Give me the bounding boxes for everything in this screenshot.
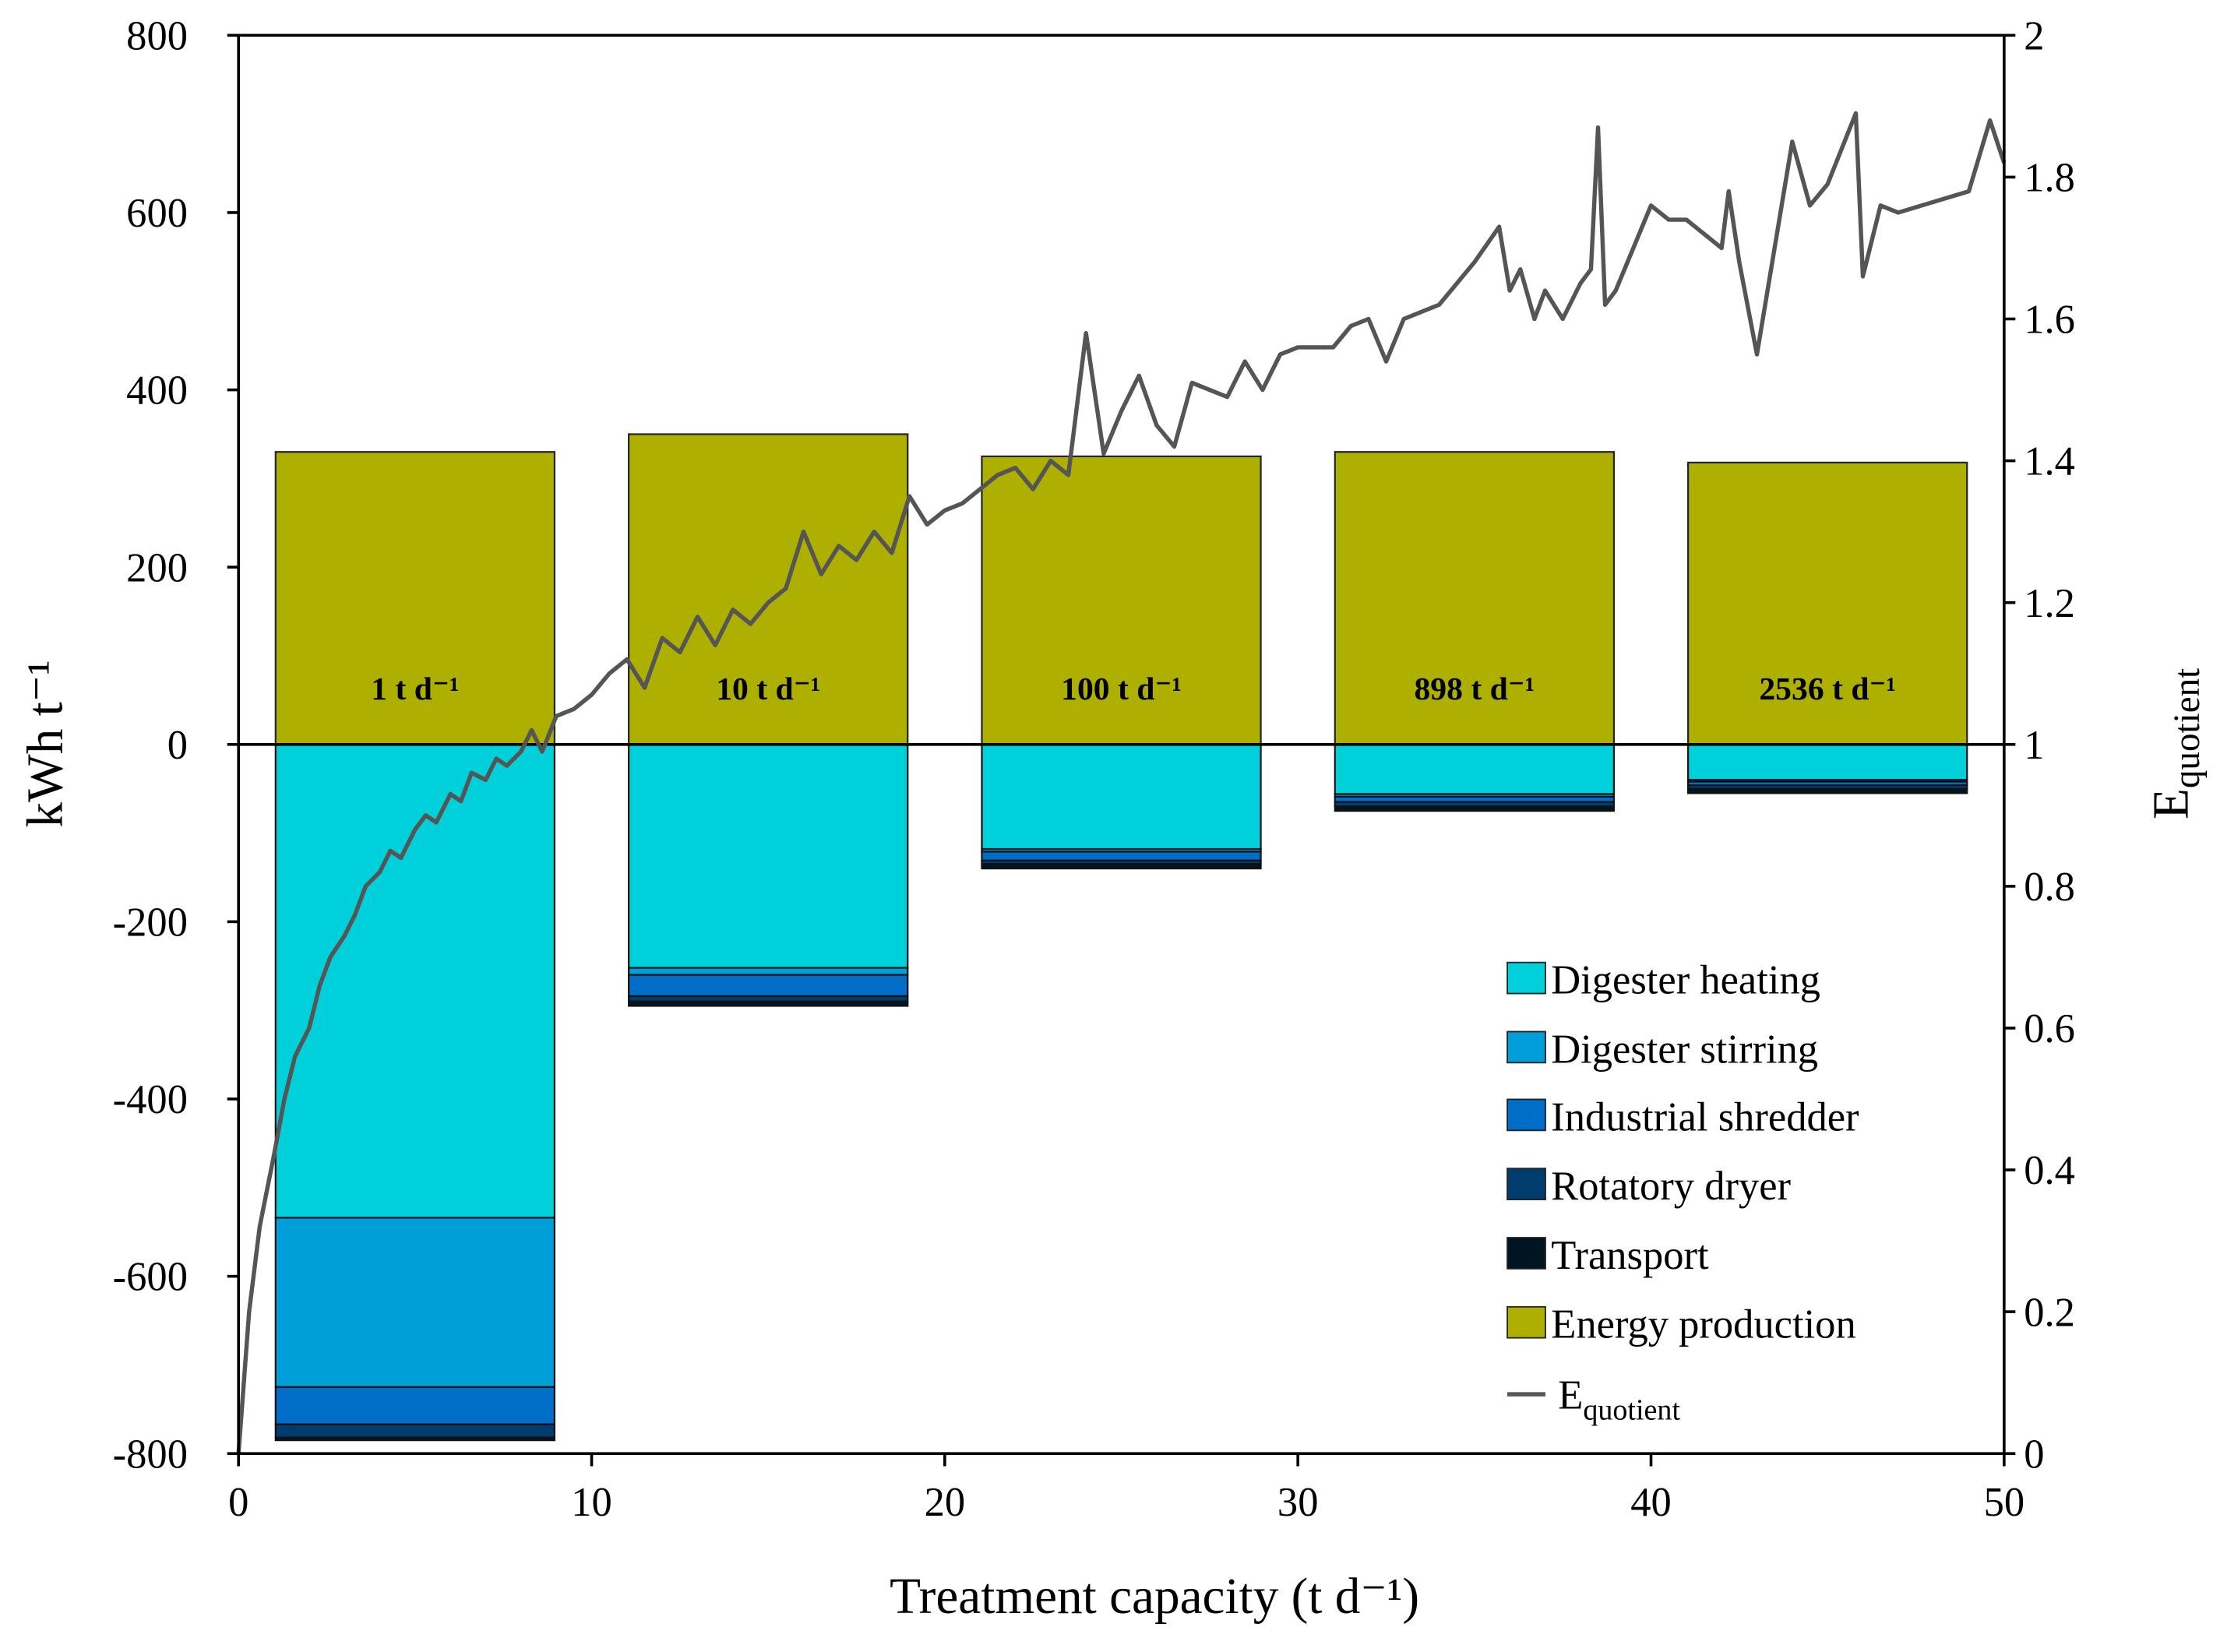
x-tick-label: 30 (1277, 1480, 1319, 1525)
bar-segment-energy-production (274, 451, 556, 745)
y2-axis-label: Equotient (2143, 668, 2207, 819)
y2-tick-label: 0.2 (2024, 1290, 2075, 1335)
bars: 1 t d⁻¹ 10 t d⁻¹ 100 t d⁻¹ 898 t d⁻¹ 2536 t … (274, 433, 1968, 1442)
bar-segment-digester-heating (1334, 743, 1616, 795)
legend-swatch (1506, 1305, 1546, 1339)
equotient-line (236, 111, 2007, 1454)
bar-segment-transport (1687, 787, 1968, 794)
bar-segment-transport (274, 1436, 556, 1442)
equotient-series-line (236, 111, 2007, 1454)
y-tick-label: 200 (126, 545, 188, 590)
y2-tick-label: 0.6 (2024, 1006, 2075, 1051)
legend-label: Digester stirring (1551, 1027, 1818, 1072)
bar-segment-industrial-shredder (628, 974, 909, 998)
x-tick-label: 20 (925, 1480, 966, 1525)
y-axis-label: kWh t⁻¹ (18, 660, 74, 827)
y-tick-label: 600 (126, 191, 188, 236)
y2-tick-label: 1.8 (2024, 156, 2075, 201)
y2-tick-label: 1.6 (2024, 298, 2075, 343)
bar-segment-energy-production (628, 433, 909, 745)
bar-segment-industrial-shredder (274, 1386, 556, 1425)
bar-label: 1 t d⁻¹ (371, 671, 459, 707)
bar-segment-energy-production (981, 455, 1262, 745)
legend-label: Transport (1551, 1233, 1709, 1278)
y2-tick-label: 0.4 (2024, 1148, 2075, 1193)
bar-segment-digester-heating (628, 743, 909, 969)
bar-segment-energy-production (1687, 461, 1968, 745)
bar-segment-rotatory-dryer (274, 1423, 556, 1439)
legend-swatch (1506, 1168, 1546, 1201)
y-tick-label: -600 (113, 1255, 188, 1300)
legend-label-equotient-sub: quotient (1583, 1394, 1680, 1427)
y2-tick-label: 0 (2024, 1432, 2044, 1477)
y-tick-label: 800 (126, 13, 188, 58)
bar-segment-transport (1334, 805, 1616, 812)
y2-axis-label-main: E (2143, 788, 2199, 819)
y-tick-label: -400 (113, 1077, 188, 1122)
y2-tick-label: 1.2 (2024, 581, 2075, 626)
y2-tick-label: 1 (2024, 723, 2044, 768)
bar-segment-digester-stirring (628, 967, 909, 976)
bar-segment-digester-heating (981, 743, 1262, 851)
bar-segment-transport (628, 1000, 909, 1007)
bar-segment-energy-production (1334, 451, 1616, 745)
bar-label: 10 t d⁻¹ (716, 671, 820, 707)
legend-label: Energy production (1551, 1302, 1855, 1347)
bar-segment-digester-heating (1687, 743, 1968, 781)
legend-label-equotient-main: E (1558, 1372, 1583, 1418)
bar-label: 898 t d⁻¹ (1414, 671, 1535, 707)
axes: 0 10 20 30 40 50-800-600-400-2000200400600800… (113, 13, 2075, 1525)
y-tick-label: 0 (167, 723, 188, 768)
bar-segment-digester-stirring (274, 1217, 556, 1388)
y-tick-label: -200 (113, 900, 188, 946)
y2-tick-label: 2 (2024, 13, 2044, 58)
legend-label: Digester heating (1551, 958, 1820, 1003)
legend-swatch (1506, 1030, 1546, 1064)
bar-segment-industrial-shredder (981, 851, 1262, 861)
x-tick-label: 10 (571, 1480, 612, 1525)
legend-label: Rotatory dryer (1551, 1164, 1791, 1209)
legend-swatch (1506, 961, 1546, 995)
bar-label: 2536 t d⁻¹ (1759, 671, 1896, 707)
x-tick-label: 40 (1630, 1480, 1672, 1525)
y2-tick-label: 0.8 (2024, 865, 2075, 910)
y-tick-label: -800 (113, 1432, 188, 1477)
bar-segment-transport (981, 863, 1262, 870)
legend-swatch (1506, 1098, 1546, 1132)
legend-label: Industrial shredder (1551, 1094, 1859, 1139)
x-tick-label: 0 (228, 1480, 248, 1525)
x-axis-label: Treatment capacity (t d⁻¹) (890, 1569, 1419, 1625)
x-tick-label: 50 (1984, 1480, 2025, 1525)
legend-swatch (1506, 1237, 1546, 1270)
legend-label-equotient: Equotient (1558, 1372, 1680, 1426)
y2-axis-label-sub: quotient (2167, 668, 2208, 788)
legend: Digester heating Digester stirring Industr… (1506, 958, 1859, 1427)
y2-tick-label: 1.4 (2024, 439, 2075, 484)
bar-segment-digester-heating (274, 743, 556, 1219)
y-tick-label: 400 (126, 368, 188, 414)
bar-label: 100 t d⁻¹ (1061, 671, 1182, 707)
